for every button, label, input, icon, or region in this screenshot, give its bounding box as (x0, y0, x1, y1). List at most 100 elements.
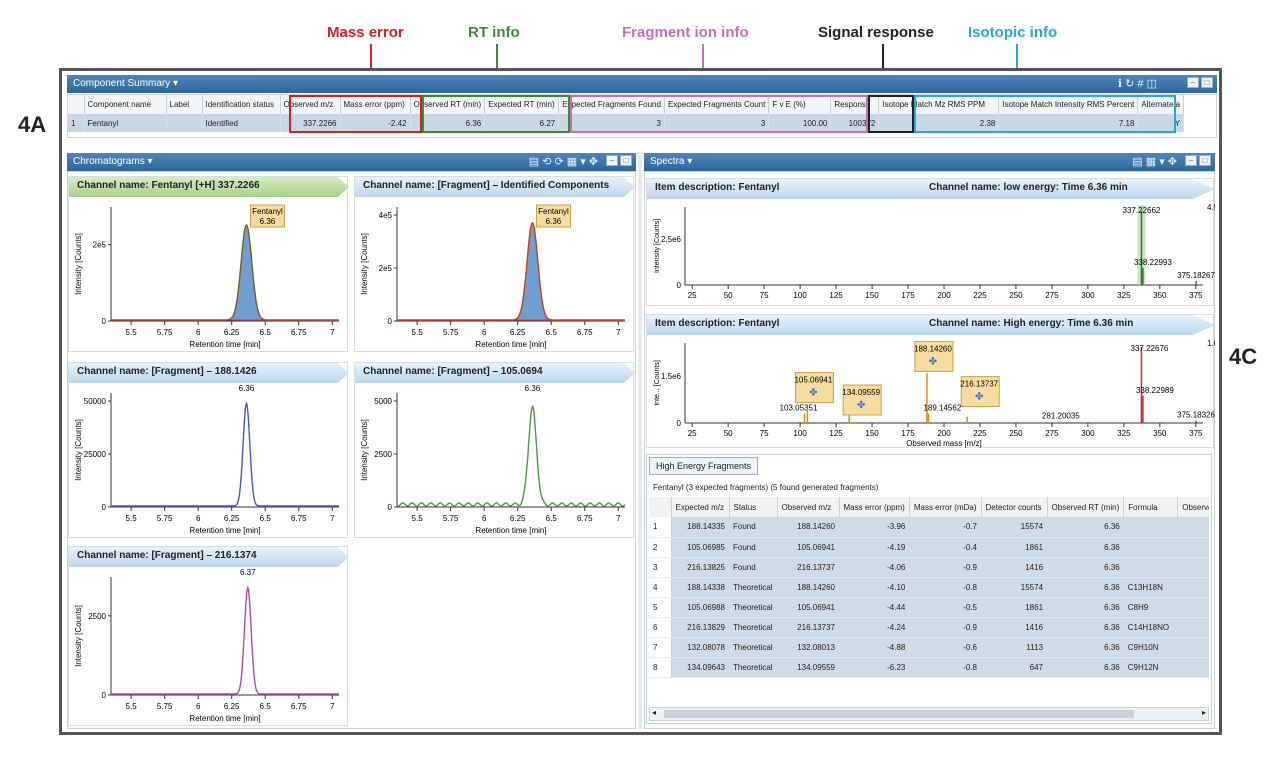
fragment-cell[interactable] (1123, 537, 1178, 558)
summary-cell[interactable]: 100.00 (768, 114, 832, 132)
summary-cell[interactable]: 3 (558, 114, 665, 132)
fragment-col-header[interactable]: Formula (1123, 497, 1179, 517)
fragment-col-header[interactable] (649, 497, 672, 517)
fragment-cell[interactable]: 647 (981, 657, 1048, 678)
spectra-window-buttons[interactable]: – □ (1183, 155, 1211, 166)
fragment-cell[interactable]: 188.14260 (777, 577, 839, 598)
fragment-cell[interactable]: 105.06941 (777, 537, 839, 558)
summary-col-header[interactable] (68, 95, 85, 114)
fragment-col-header[interactable]: Mass error (ppm) (839, 497, 910, 517)
fragment-cell[interactable]: 6.36 (1047, 597, 1124, 618)
fragment-cell[interactable]: 6.36 (1047, 657, 1124, 678)
fragment-col-header[interactable]: Status (729, 497, 778, 517)
fragment-cell[interactable]: 216.13829 (671, 617, 729, 638)
fragment-cell[interactable]: 1861 (981, 537, 1048, 558)
fragment-row[interactable]: 6 216.13829 Theoretical 216.13737 -4.24 -0.9 1… (649, 617, 1209, 638)
chromatogram-plot-5[interactable]: 5.5 5.75 6 6.25 6.5 6.75 7 0 2500 Retention time … (69, 547, 349, 727)
fragment-cell[interactable]: Found (729, 557, 777, 578)
fragment-cell[interactable]: 8 (649, 657, 672, 678)
fragment-cell[interactable]: 1861 (981, 597, 1048, 618)
fragment-cell[interactable]: 15574 (981, 517, 1048, 538)
fragment-row[interactable]: 1 188.14335 Found 188.14260 -3.96 -0.7 15574 6.… (649, 517, 1209, 538)
fragment-row[interactable]: 3 216.13825 Found 216.13737 -4.06 -0.9 1416 6.3… (649, 557, 1209, 578)
summary-cell[interactable]: Identified (202, 114, 281, 132)
fragment-cell[interactable]: 105.06941 (777, 597, 839, 618)
fragment-cell[interactable]: 188.14335 (671, 517, 729, 538)
fragment-cell[interactable]: C9H12N (1123, 657, 1178, 678)
fragment-row[interactable]: 2 105.06985 Found 105.06941 -4.19 -0.4 1861 6.3… (649, 537, 1209, 558)
fragment-cell[interactable]: -0.6 (909, 637, 982, 658)
chromatogram-plot-2[interactable]: 5.5 5.75 6 6.25 6.5 6.75 7 0 2e5 4e5 Retention tim… (355, 177, 635, 353)
fragment-col-header[interactable]: Observed m/z (777, 497, 840, 517)
summary-col-header[interactable]: Expected Fragments Found (558, 95, 665, 114)
summary-col-header[interactable]: Label (166, 95, 203, 114)
chromatogram-toolbar-icons[interactable]: ▤ ⟲ ⟳ ▦ ▾ ✥ (528, 156, 598, 168)
fragment-cell[interactable]: -0.5 (909, 597, 982, 618)
fragment-row[interactable]: 4 188.14338 Theoretical 188.14260 -4.10 -0.8 1… (649, 577, 1209, 598)
fragment-cell[interactable]: -0.7 (909, 517, 982, 538)
fragment-cell[interactable]: C8H9 (1123, 597, 1178, 618)
fragment-cell[interactable]: 134.09643 (671, 657, 729, 678)
summary-cell[interactable] (166, 114, 203, 132)
fragment-cell[interactable]: 188.14260 (777, 517, 839, 538)
summary-toolbar-icons[interactable]: ℹ ↻ # ◫ (1117, 78, 1157, 90)
fragment-cell[interactable]: 216.13825 (671, 557, 729, 578)
fragment-cell[interactable]: 132.08078 (671, 637, 729, 658)
fragment-cell[interactable]: 3 (649, 557, 672, 578)
fragment-cell[interactable]: 5 (649, 597, 672, 618)
fragment-cell[interactable]: 6.36 (1047, 577, 1124, 598)
fragment-col-header[interactable]: Observe (1177, 497, 1209, 517)
summary-row[interactable]: 1 Fentanyl Identified 337.2266 -2.42 6.36 6.27… (68, 114, 1185, 132)
summary-cell[interactable]: Fentanyl (84, 114, 167, 132)
fragment-cell[interactable] (1123, 517, 1178, 538)
fragment-cell[interactable]: 4 (649, 577, 672, 598)
summary-col-header[interactable]: Observed m/z (280, 95, 341, 114)
fragments-tab[interactable]: High Energy Fragments (649, 457, 759, 475)
fragment-col-header[interactable]: Mass error (mDa) (909, 497, 982, 517)
fragment-cell[interactable]: -0.9 (909, 557, 982, 578)
summary-col-header[interactable]: Isotope Match Intensity RMS Percent (998, 95, 1139, 114)
fragment-cell[interactable] (1123, 557, 1178, 578)
spectra-toolbar-icons[interactable]: ▤ ▦ ▾ ✥ (1132, 156, 1177, 168)
summary-col-header[interactable]: Observed RT (min) (410, 95, 486, 114)
chromatogram-plot-1[interactable]: 5.5 5.75 6 6.25 6.5 6.75 7 0 2e5 Retention time [… (69, 177, 349, 353)
fragment-cell[interactable]: -4.44 (839, 597, 910, 618)
fragment-cell[interactable]: 1113 (981, 637, 1048, 658)
component-summary-title[interactable]: Component Summary ▾ (73, 78, 179, 89)
chromatograms-title[interactable]: Chromatograms ▾ (73, 156, 153, 167)
summary-col-header[interactable]: Alternate a (1137, 95, 1185, 114)
summary-col-header[interactable]: Expected RT (min) (484, 95, 560, 114)
fragment-cell[interactable]: 6.36 (1047, 517, 1124, 538)
fragment-cell[interactable]: 6.36 (1047, 557, 1124, 578)
fragments-scrollbar[interactable]: ◂ ▸ (649, 707, 1209, 721)
fragment-cell[interactable]: 15574 (981, 577, 1048, 598)
fragment-cell[interactable]: 188.14338 (671, 577, 729, 598)
fragment-col-header[interactable]: Observed RT (min) (1047, 497, 1125, 517)
fragment-row[interactable]: 8 134.09643 Theoretical 134.09559 -6.23 -0.8 6… (649, 657, 1209, 678)
fragment-cell[interactable]: C9H10N (1123, 637, 1178, 658)
summary-cell[interactable]: 6.36 (410, 114, 486, 132)
chromatogram-window-buttons[interactable]: – □ (604, 155, 632, 166)
summary-cell[interactable]: Y (1137, 114, 1185, 132)
fragment-cell[interactable]: Found (729, 537, 777, 558)
fragment-cell[interactable]: Theoretical (729, 577, 777, 598)
fragment-cell[interactable]: 6.36 (1047, 637, 1124, 658)
fragment-cell[interactable]: 1 (649, 517, 672, 538)
fragment-cell[interactable]: -4.88 (839, 637, 910, 658)
scroll-left-icon[interactable]: ◂ (652, 708, 657, 717)
fragment-cell[interactable]: 7 (649, 637, 672, 658)
summary-col-header[interactable]: F v E (%) (768, 95, 832, 114)
summary-cell[interactable]: 3 (664, 114, 770, 132)
fragment-cell[interactable]: 216.13737 (777, 557, 839, 578)
fragment-cell[interactable]: 132.08013 (777, 637, 839, 658)
fragment-cell[interactable]: 134.09559 (777, 657, 839, 678)
fragment-col-header[interactable]: Detector counts (981, 497, 1048, 517)
fragment-cell[interactable]: 2 (649, 537, 672, 558)
summary-col-header[interactable]: Expected Fragments Count (664, 95, 770, 114)
fragment-cell[interactable]: Found (729, 517, 777, 538)
chromatogram-plot-3[interactable]: 5.5 5.75 6 6.25 6.5 6.75 7 0 25000 50000 Retention… (69, 363, 349, 539)
fragment-cell[interactable]: -0.8 (909, 577, 982, 598)
summary-cell[interactable]: 7.18 (998, 114, 1139, 132)
fragment-cell[interactable]: -4.06 (839, 557, 910, 578)
summary-cell[interactable]: 337.2266 (280, 114, 341, 132)
